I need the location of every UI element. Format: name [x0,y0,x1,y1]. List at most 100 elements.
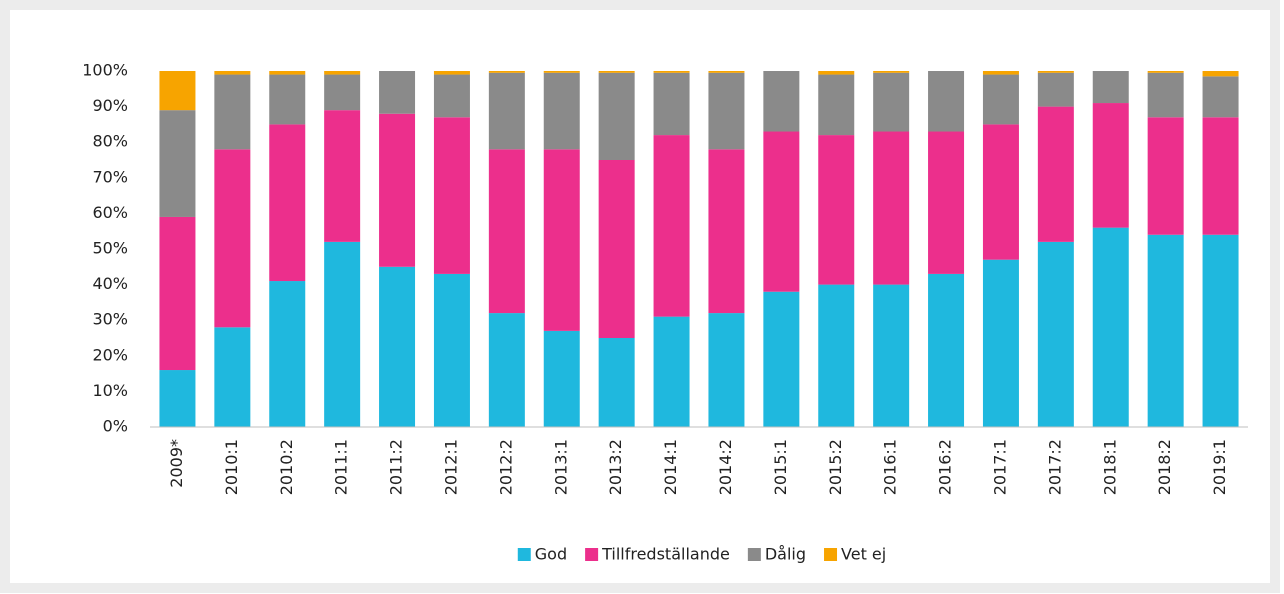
bar-segment [433,74,470,118]
bar-segment [763,71,800,132]
x-tick-label: 2017:1 [990,439,1009,495]
bar-segment [488,149,525,314]
bar-segment [543,149,580,331]
bar-segment [818,284,855,427]
bar-segment [1147,117,1184,235]
x-tick-label: 2018:2 [1155,439,1174,495]
bar-segment [1037,71,1074,73]
bar-segment [379,113,416,267]
bar-segment [1092,103,1129,228]
bar-segment [873,72,910,132]
bar-segment [763,291,800,427]
bar-segment [708,72,745,150]
bar-segment [1147,234,1184,427]
y-tick-label: 70% [92,167,128,186]
bar-segment [214,71,251,75]
y-tick-label: 0% [103,417,128,436]
bar-segment [763,131,800,292]
x-tick-label: 2014:1 [661,439,680,495]
bar-segment [1092,71,1129,104]
x-tick-label: 2015:1 [771,439,790,495]
bar-segment [159,370,196,427]
x-tick-label: 2013:1 [551,439,570,495]
bar-segment [379,71,416,114]
bar-segment [269,281,306,427]
bar-segment [653,72,690,136]
bar-segment [1147,72,1184,118]
bar-segment [653,71,690,73]
bar-segment [928,71,965,132]
bar-segment [488,313,525,427]
y-tick-label: 10% [92,381,128,400]
y-tick-label: 50% [92,239,128,258]
bar-segment [982,124,1019,260]
legend-label: Tillfredställande [601,545,730,564]
bar-segment [1037,72,1074,107]
bar-segment [269,124,306,282]
bar-segment [928,273,965,427]
x-tick-label: 2011:2 [387,439,406,495]
bar-segment [214,327,251,427]
bar-segment [818,71,855,75]
bar-segment [543,330,580,427]
bar-segment [324,110,361,242]
y-tick-label: 40% [92,274,128,293]
bar-segment [1202,76,1239,118]
legend-swatch [517,548,531,561]
bar-segment [159,71,196,111]
x-tick-label: 2015:2 [826,439,845,495]
bar-segment [214,149,251,328]
bar-segment [379,266,416,427]
bar-segment [324,71,361,75]
bar-segment [653,316,690,427]
bar-segment [543,72,580,150]
bar-segment [1092,227,1129,427]
x-tick-label: 2019:1 [1210,439,1229,495]
x-tick-label: 2010:1 [222,439,241,495]
legend-swatch [585,548,599,561]
bar-segment [818,135,855,285]
bar-segment [488,71,525,73]
y-tick-label: 90% [92,96,128,115]
legend-swatch [824,548,838,561]
y-tick-label: 60% [92,203,128,222]
bar-segment [324,241,361,427]
legend-swatch [747,548,761,561]
bar-segment [708,149,745,314]
bar-segment [1147,71,1184,73]
y-tick-label: 80% [92,132,128,151]
x-tick-label: 2014:2 [716,439,735,495]
x-tick-label: 2018:1 [1100,439,1119,495]
bar-segment [873,131,910,285]
bar-segment [598,160,635,338]
x-tick-label: 2017:2 [1045,439,1064,495]
bar-segment [873,71,910,73]
x-tick-label: 2010:2 [277,439,296,495]
bar-segment [269,74,306,125]
bar-segment [598,338,635,427]
bar-segment [543,71,580,73]
x-tick-label: 2012:1 [441,439,460,495]
y-tick-label: 20% [92,345,128,364]
bar-segment [488,72,525,150]
x-tick-label: 2012:2 [496,439,515,495]
y-tick-label: 100% [82,61,128,80]
bar-segment [818,74,855,136]
bar-segment [708,313,745,427]
bar-segment [159,110,196,217]
bar-segment [1202,117,1239,235]
bar-segment [269,71,306,75]
bar-segment [708,71,745,73]
bar-segment [1037,241,1074,427]
bar-segment [982,259,1019,427]
bar-segment [433,117,470,274]
bar-segment [873,284,910,427]
bar-segment [928,131,965,274]
x-tick-label: 2011:1 [332,439,351,495]
bar-segment [433,71,470,75]
bar-segment [598,72,635,160]
x-tick-label: 2016:2 [936,439,955,495]
legend-label: Vet ej [841,545,886,564]
bar-segment [1037,106,1074,242]
